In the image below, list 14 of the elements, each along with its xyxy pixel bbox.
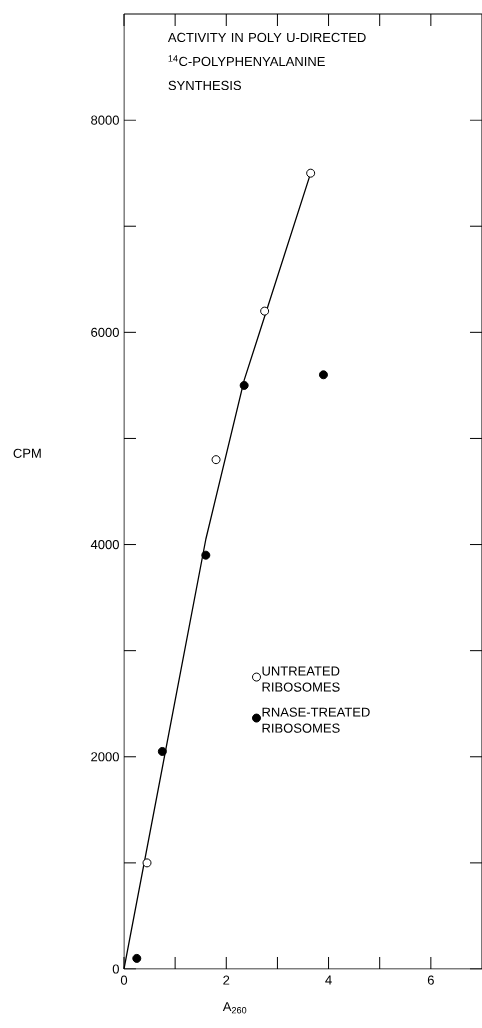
x-tick-label: 2 [223, 975, 229, 985]
x-tick-label: 0 [120, 975, 127, 985]
x-tick-label: 6 [427, 975, 434, 985]
legend-label: UNTREATED RIBOSOMES [262, 666, 340, 692]
x-tick-label: 4 [325, 975, 332, 985]
y-tick-label: 2000 [90, 752, 119, 762]
y-axis-title: CPM [13, 448, 41, 458]
text: ACTIVITY IN POLY U-DIRECTED $^{14}$C-POLYPHENYALANINE SYNTHESIS [167, 32, 366, 91]
x-axis-title: A$_{260}$ [222, 1002, 247, 1014]
legend-label: RNASE-TREATED RIBOSOMES [262, 707, 370, 733]
y-tick-label: 6000 [90, 327, 119, 337]
y-tick-label: 8000 [90, 115, 119, 125]
y-tick-label: 0 [112, 964, 119, 974]
y-tick-label: 4000 [90, 539, 119, 550]
